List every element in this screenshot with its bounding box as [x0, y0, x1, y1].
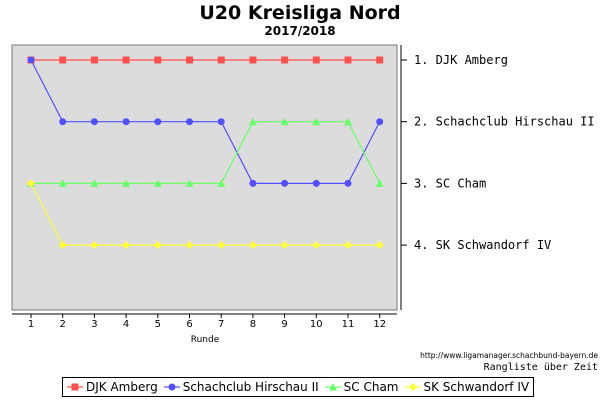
legend: DJK Amberg Schachclub Hirschau II SC Cham S… — [62, 377, 535, 397]
x-tick-label: 8 — [250, 319, 256, 330]
legend-swatch-marker — [168, 383, 176, 391]
series-2-point — [312, 117, 321, 126]
series-2-point — [58, 179, 67, 187]
plot-area — [11, 44, 398, 311]
legend-label: SK Schwandorf IV — [423, 380, 530, 394]
legend-label: Schachclub Hirschau II — [182, 380, 319, 394]
series-0-point — [376, 56, 384, 64]
series-2-point — [122, 179, 131, 187]
legend-swatch — [324, 383, 341, 391]
series-3-point — [58, 241, 67, 250]
series-3-point — [27, 179, 35, 188]
legend-swatch — [163, 383, 180, 391]
series-1-point — [217, 118, 225, 126]
series-2-point — [217, 179, 226, 187]
legend-swatch-marker — [408, 383, 417, 391]
series-1-point — [312, 179, 320, 187]
series-0-point — [186, 56, 193, 64]
series-line-3 — [30, 183, 380, 246]
x-tick-label: 12 — [373, 319, 386, 330]
series-0-point — [154, 56, 162, 64]
series-1-point — [376, 118, 384, 126]
series-0-point — [312, 56, 320, 64]
x-tick-label: 1 — [28, 319, 34, 330]
chart-subtitle: 2017/2018 — [264, 24, 336, 38]
series-1-point — [27, 56, 35, 64]
series-2-point — [153, 179, 162, 187]
series-1-point — [122, 118, 130, 126]
legend-item: Schachclub Hirschau II — [163, 380, 319, 394]
rank-label: 4. SK Schwandorf IV — [414, 238, 551, 252]
source-url-text: http://www.ligamanager.schachbund-bayern… — [420, 351, 598, 360]
chart-caption: Rangliste über Zeit — [483, 362, 598, 373]
series-2-point — [375, 179, 384, 187]
chart-title: U20 Kreisliga Nord — [199, 2, 401, 24]
series-0-point — [281, 56, 289, 64]
series-1-point — [154, 118, 162, 126]
series-3-point — [153, 241, 162, 250]
series-1-point — [281, 179, 289, 187]
rank-label: 2. Schachclub Hirschau II — [414, 115, 595, 129]
series-0-point — [122, 56, 130, 64]
x-tick-label: 5 — [155, 319, 161, 330]
series-1-point — [344, 179, 352, 187]
x-tick-label: 9 — [281, 319, 287, 330]
rank-label: 1. DJK Amberg — [414, 53, 508, 67]
legend-label: DJK Amberg — [86, 380, 158, 394]
series-1-point — [59, 118, 67, 126]
series-3-point — [248, 241, 257, 250]
x-tick-label: 7 — [218, 319, 224, 330]
series-0-point — [90, 56, 98, 64]
series-2-point — [90, 179, 99, 187]
legend-item: SC Cham — [324, 380, 399, 394]
series-3-point — [217, 241, 226, 250]
series-0-point — [217, 56, 225, 64]
series-1-point — [186, 118, 193, 126]
legend-item: SK Schwandorf IV — [404, 380, 530, 394]
series-line-2 — [31, 121, 381, 184]
x-tick-label: 10 — [310, 319, 323, 330]
legend-label: SC Cham — [343, 380, 399, 394]
legend-swatch — [404, 383, 421, 391]
series-3-point — [312, 241, 321, 250]
legend-swatch-marker — [328, 383, 337, 391]
series-2-point — [280, 117, 289, 126]
legend-item: DJK Amberg — [67, 380, 158, 394]
series-2-point — [344, 117, 352, 126]
x-tick-label: 3 — [91, 319, 97, 330]
series-3-point — [122, 241, 131, 250]
rank-label: 3. SC Cham — [414, 176, 486, 190]
series-0-point — [59, 56, 67, 64]
x-tick-label: 11 — [342, 319, 355, 330]
series-3-point — [375, 241, 384, 250]
series-3-point — [185, 241, 194, 250]
legend-swatch-marker — [71, 383, 79, 391]
series-3-point — [280, 241, 289, 250]
series-3-point — [90, 241, 99, 250]
x-tick-label: 4 — [123, 319, 129, 330]
series-3-point — [344, 241, 352, 250]
legend-swatch — [67, 383, 83, 391]
series-0-point — [344, 56, 352, 64]
series-1-point — [249, 179, 257, 187]
x-tick-label: 6 — [186, 319, 192, 330]
series-2-point — [185, 179, 194, 187]
x-axis-title: Runde — [191, 335, 220, 345]
series-line-1 — [30, 59, 381, 184]
series-0-point — [249, 56, 257, 64]
series-1-point — [90, 118, 98, 126]
series-2-point — [248, 117, 257, 126]
x-tick-label: 2 — [60, 319, 66, 330]
